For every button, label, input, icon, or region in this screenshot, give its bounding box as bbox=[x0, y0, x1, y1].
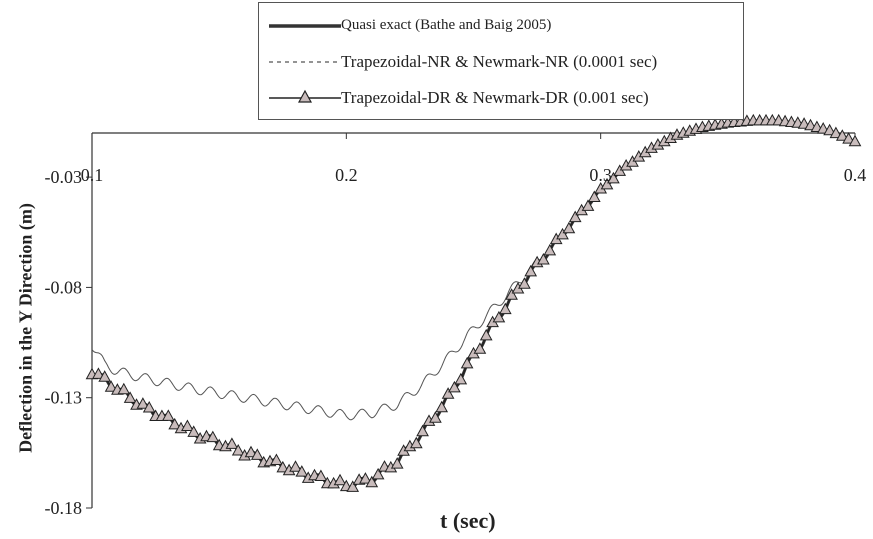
triangle-marker bbox=[581, 199, 595, 211]
legend-label-quasi-exact: Quasi exact (Bathe and Baig 2005) bbox=[341, 17, 552, 33]
plot-area bbox=[85, 113, 862, 492]
triangle-marker bbox=[848, 134, 862, 147]
x-tick-label: 0.2 bbox=[335, 165, 358, 185]
triangle-marker bbox=[492, 310, 506, 323]
triangle-marker bbox=[568, 210, 582, 223]
triangle-marker bbox=[448, 380, 461, 393]
tick-labels: -0.03 -0.08 -0.13 -0.18 0.1 0.2 0.3 0.4 bbox=[45, 165, 867, 518]
y-tick-label: -0.13 bbox=[45, 388, 83, 408]
triangle-marker bbox=[359, 472, 372, 484]
triangle-marker bbox=[225, 437, 239, 449]
legend-swatch-dashed bbox=[269, 61, 341, 63]
triangle-marker bbox=[98, 370, 112, 382]
triangle-marker bbox=[842, 132, 855, 144]
triangle-marker bbox=[479, 328, 493, 341]
triangle-marker bbox=[314, 469, 328, 481]
triangle-marker bbox=[206, 430, 220, 443]
triangle-marker bbox=[276, 460, 290, 473]
triangle-marker bbox=[823, 123, 836, 136]
triangle-marker bbox=[142, 400, 156, 413]
triangle-marker bbox=[371, 467, 385, 480]
legend-swatch-triangle bbox=[269, 89, 341, 103]
x-axis-label: t (sec) bbox=[440, 508, 496, 533]
triangle-marker bbox=[136, 397, 150, 409]
triangle-marker bbox=[295, 465, 309, 477]
y-axis-label: Deflection in the Y Direction (m) bbox=[15, 203, 36, 453]
triangle-marker bbox=[250, 448, 264, 460]
triangle-marker bbox=[537, 252, 550, 265]
triangle-marker bbox=[289, 460, 302, 472]
triangle-marker bbox=[104, 380, 118, 392]
triangle-marker bbox=[518, 277, 531, 289]
triangle-marker bbox=[168, 417, 182, 430]
triangle-marker bbox=[498, 302, 512, 315]
legend-item-quasi-exact: Quasi exact (Bathe and Baig 2005) bbox=[259, 13, 743, 39]
triangle-marker bbox=[231, 443, 245, 456]
triangle-marker bbox=[460, 356, 474, 369]
triangle-marker bbox=[365, 475, 379, 488]
triangle-marker bbox=[270, 453, 283, 465]
triangle-marker bbox=[441, 387, 455, 399]
series-2 bbox=[85, 113, 862, 492]
triangle-marker bbox=[409, 436, 423, 449]
triangle-marker bbox=[829, 126, 843, 139]
triangle-marker bbox=[117, 382, 131, 395]
legend-label-trapezoidal-nr: Trapezoidal-NR & Newmark-NR (0.0001 sec) bbox=[341, 52, 658, 71]
x-tick-label: 0.3 bbox=[589, 165, 612, 185]
triangle-marker bbox=[333, 473, 347, 486]
triangle-marker bbox=[390, 457, 404, 469]
triangle-marker bbox=[454, 372, 468, 385]
triangle-marker bbox=[187, 425, 201, 437]
axes bbox=[86, 132, 856, 509]
legend-swatch-solid bbox=[269, 24, 341, 28]
legend: Quasi exact (Bathe and Baig 2005) Trapez… bbox=[258, 2, 744, 120]
triangle-marker bbox=[473, 342, 487, 354]
triangle-marker bbox=[556, 227, 569, 240]
x-tick-label: 0.1 bbox=[81, 165, 104, 185]
triangle-marker bbox=[543, 243, 557, 256]
triangle-marker bbox=[244, 445, 258, 458]
series-line-trapezoidal-nr bbox=[91, 120, 856, 421]
triangle-marker bbox=[587, 190, 601, 202]
legend-label-trapezoidal-dr: Trapezoidal-DR & Newmark-DR (0.001 sec) bbox=[341, 88, 649, 107]
triangle-marker bbox=[435, 400, 449, 413]
triangle-marker bbox=[416, 424, 429, 437]
triangle-marker bbox=[181, 419, 194, 431]
y-tick-label: -0.18 bbox=[45, 498, 83, 518]
legend-item-trapezoidal-dr: Trapezoidal-DR & Newmark-DR (0.001 sec) bbox=[259, 85, 743, 111]
triangle-marker bbox=[123, 391, 137, 403]
triangle-marker bbox=[607, 171, 620, 184]
triangle-marker bbox=[429, 411, 442, 423]
legend-item-trapezoidal-nr: Trapezoidal-NR & Newmark-NR (0.0001 sec) bbox=[259, 49, 743, 75]
series-1 bbox=[91, 120, 856, 421]
triangle-marker bbox=[346, 480, 360, 492]
y-tick-label: -0.08 bbox=[45, 277, 83, 297]
x-tick-label: 0.4 bbox=[844, 165, 867, 185]
y-tick-label: -0.03 bbox=[45, 167, 83, 187]
triangle-marker bbox=[92, 367, 105, 379]
triangle-marker bbox=[835, 129, 849, 141]
triangle-marker bbox=[505, 288, 518, 300]
triangle-marker bbox=[562, 221, 576, 234]
triangle-marker bbox=[600, 177, 614, 190]
triangle-marker bbox=[524, 264, 538, 277]
triangle-marker bbox=[161, 409, 175, 421]
